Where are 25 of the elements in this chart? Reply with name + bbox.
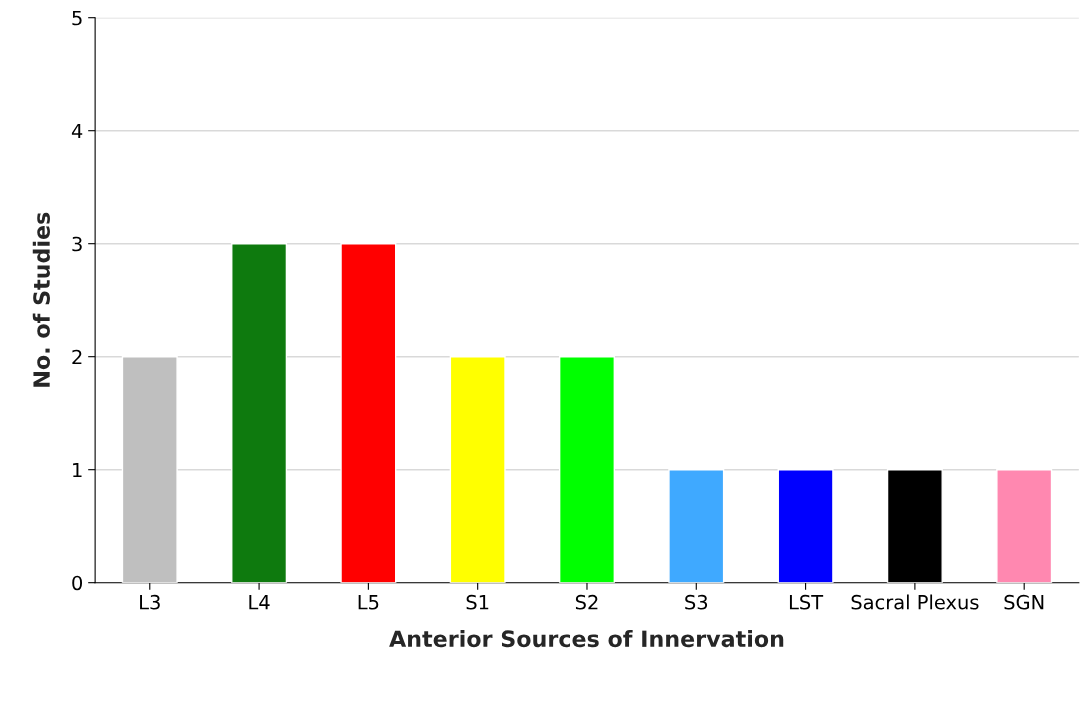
x-tick-label: S3 xyxy=(685,594,708,610)
x-tick-label: LST xyxy=(789,594,824,610)
y-tick-label: 2 xyxy=(72,349,82,365)
y-tick-label: 1 xyxy=(73,462,82,478)
bar xyxy=(340,242,397,583)
x-axis-title: Anterior Sources of Innervation xyxy=(389,629,784,648)
x-tick-label: L5 xyxy=(358,595,379,610)
x-tick-label: L3 xyxy=(140,594,160,610)
y-tick-label: 0 xyxy=(72,575,83,591)
bar xyxy=(231,242,288,583)
bar xyxy=(449,355,506,583)
bar xyxy=(668,468,725,583)
bar xyxy=(121,355,178,583)
bar xyxy=(996,468,1053,583)
y-tick-label: 5 xyxy=(72,10,82,26)
x-tick-label: S2 xyxy=(575,594,598,610)
x-tick-label: L4 xyxy=(249,595,270,610)
x-tick-label: SGN xyxy=(1004,594,1044,610)
x-tick-label: S1 xyxy=(466,594,489,610)
y-tick-label: 4 xyxy=(71,123,83,139)
y-axis-title: No. of Studies xyxy=(32,212,50,387)
y-tick-label: 3 xyxy=(72,236,82,252)
bar xyxy=(558,355,616,583)
x-tick-label: Sacral Plexus xyxy=(851,594,979,610)
bar xyxy=(777,468,834,583)
